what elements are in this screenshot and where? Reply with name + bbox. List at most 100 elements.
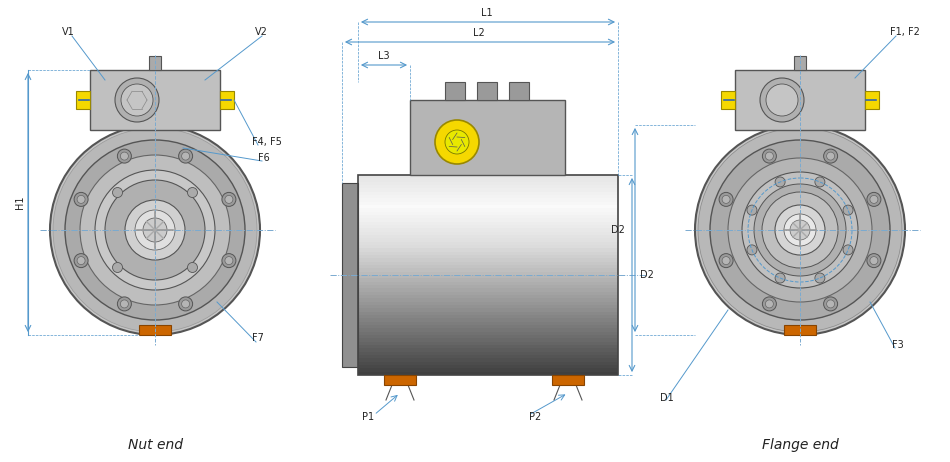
Bar <box>358 198 618 202</box>
Circle shape <box>754 184 846 276</box>
Circle shape <box>187 262 198 273</box>
Bar <box>358 195 618 199</box>
Circle shape <box>181 300 190 308</box>
Text: V1: V1 <box>62 27 75 37</box>
Circle shape <box>763 149 776 163</box>
Bar <box>358 348 618 352</box>
Circle shape <box>121 84 153 116</box>
Circle shape <box>135 210 175 250</box>
Circle shape <box>784 214 816 246</box>
Circle shape <box>179 297 193 311</box>
Circle shape <box>435 120 479 164</box>
Text: F3: F3 <box>892 340 903 350</box>
Bar <box>358 292 618 296</box>
Bar <box>358 325 618 329</box>
Circle shape <box>105 180 205 280</box>
Bar <box>76 91 90 109</box>
Circle shape <box>826 300 835 308</box>
Bar <box>358 298 618 302</box>
Bar <box>477 82 497 100</box>
Text: F1, F2: F1, F2 <box>890 27 920 37</box>
Bar <box>358 365 618 369</box>
Circle shape <box>843 205 853 215</box>
Circle shape <box>870 256 878 265</box>
Bar <box>358 225 618 229</box>
Text: D2: D2 <box>611 225 625 235</box>
Bar <box>358 231 618 236</box>
Circle shape <box>760 78 804 122</box>
Circle shape <box>121 300 128 308</box>
Bar <box>358 222 618 225</box>
Circle shape <box>775 177 785 187</box>
Circle shape <box>722 256 731 265</box>
Circle shape <box>445 130 469 154</box>
Bar <box>358 178 618 182</box>
Bar <box>794 56 806 70</box>
Circle shape <box>222 254 236 267</box>
Circle shape <box>766 152 773 160</box>
Bar <box>358 228 618 232</box>
Circle shape <box>722 195 731 203</box>
Circle shape <box>77 195 86 203</box>
Circle shape <box>775 205 825 255</box>
Circle shape <box>815 273 825 283</box>
Text: F7: F7 <box>252 333 264 343</box>
Circle shape <box>222 192 236 207</box>
Circle shape <box>179 149 193 163</box>
Circle shape <box>112 188 123 198</box>
Bar <box>358 288 618 292</box>
Bar <box>358 192 618 195</box>
Text: V2: V2 <box>255 27 268 37</box>
Circle shape <box>112 262 123 273</box>
Circle shape <box>74 254 88 267</box>
Bar <box>358 275 618 279</box>
Text: F6: F6 <box>258 153 270 163</box>
Circle shape <box>225 195 233 203</box>
Circle shape <box>121 152 128 160</box>
Bar <box>358 362 618 365</box>
Circle shape <box>824 297 838 311</box>
Text: D2: D2 <box>640 270 654 280</box>
Circle shape <box>225 256 233 265</box>
Bar <box>358 359 618 362</box>
Bar <box>552 375 584 385</box>
Circle shape <box>719 192 733 207</box>
Bar <box>358 208 618 212</box>
Bar <box>358 212 618 215</box>
Circle shape <box>181 152 190 160</box>
Circle shape <box>766 300 773 308</box>
Text: Flange end: Flange end <box>762 438 838 452</box>
Circle shape <box>775 273 785 283</box>
Bar <box>358 355 618 359</box>
Bar <box>358 308 618 312</box>
Circle shape <box>766 84 798 116</box>
Bar <box>735 70 865 130</box>
Bar <box>358 278 618 282</box>
Circle shape <box>118 149 131 163</box>
Bar <box>139 325 171 335</box>
Bar <box>384 375 416 385</box>
Circle shape <box>728 158 872 302</box>
Bar <box>358 295 618 299</box>
Circle shape <box>742 172 858 288</box>
Bar <box>358 305 618 309</box>
Bar <box>358 345 618 349</box>
Bar <box>410 100 565 175</box>
Circle shape <box>698 128 902 332</box>
Bar <box>358 255 618 259</box>
Circle shape <box>719 254 733 267</box>
Bar <box>358 315 618 319</box>
Circle shape <box>115 78 159 122</box>
Circle shape <box>95 170 215 290</box>
Circle shape <box>747 245 757 255</box>
Bar <box>358 318 618 322</box>
Circle shape <box>695 125 905 335</box>
Circle shape <box>53 128 257 332</box>
Bar <box>358 202 618 206</box>
Bar <box>342 183 358 367</box>
Circle shape <box>65 140 245 320</box>
Bar <box>358 175 618 375</box>
Bar <box>358 352 618 355</box>
Circle shape <box>826 152 835 160</box>
Bar <box>358 261 618 266</box>
